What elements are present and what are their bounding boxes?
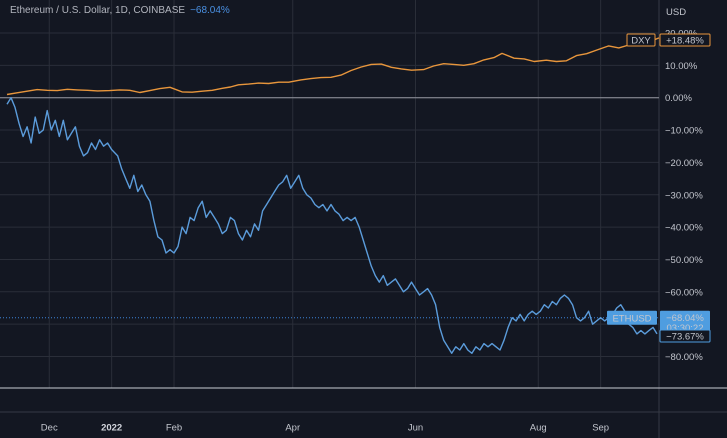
chart-header: Ethereum / U.S. Dollar, 1D, COINBASE −68.… xyxy=(10,5,230,16)
y-tick-label-7: −50.00% xyxy=(665,255,703,266)
y-tick-label-10: −80.00% xyxy=(665,352,703,363)
y-tick-label-3: −10.00% xyxy=(665,126,703,137)
series-line-dxy[interactable] xyxy=(6,37,660,96)
x-tick-label-4: Jun xyxy=(408,423,423,434)
y-tick-label-4: −20.00% xyxy=(665,158,703,169)
series-line-ethusd[interactable] xyxy=(6,97,658,354)
dxy-name-badge xyxy=(626,33,656,47)
dxy-value-badge xyxy=(659,33,711,47)
eth-low-text: −73.67% xyxy=(666,332,704,343)
y-tick-label-2: 0.00% xyxy=(665,93,692,104)
y-tick-label-1: 10.00% xyxy=(665,61,698,72)
eth-value-badge xyxy=(660,310,710,333)
x-tick-label-6: Sep xyxy=(592,423,609,434)
x-tick-label-1: 2022 xyxy=(101,423,122,434)
symbol-change: −68.04% xyxy=(190,5,230,16)
x-tick-label-3: Apr xyxy=(285,423,300,434)
y-tick-label-5: −30.00% xyxy=(665,190,703,201)
x-tick-label-2: Feb xyxy=(166,423,182,434)
eth-value-text: −68.04% xyxy=(666,313,704,324)
eth-name-badge xyxy=(607,310,657,325)
symbol-title: Ethereum / U.S. Dollar, 1D, COINBASE xyxy=(10,5,186,16)
y-tick-label-6: −40.00% xyxy=(665,223,703,234)
y-tick-label-8: −60.00% xyxy=(665,287,703,298)
currency-label: USD xyxy=(666,7,686,18)
eth-name-text: ETHUSD xyxy=(612,313,651,324)
x-tick-label-0: Dec xyxy=(41,423,58,434)
eth-countdown-text: 03:30:22 xyxy=(667,323,704,334)
dxy-value-text: +18.48% xyxy=(666,36,704,47)
x-tick-label-5: Aug xyxy=(530,423,547,434)
dxy-name-text: DXY xyxy=(631,36,651,47)
eth-low-badge xyxy=(659,329,711,343)
